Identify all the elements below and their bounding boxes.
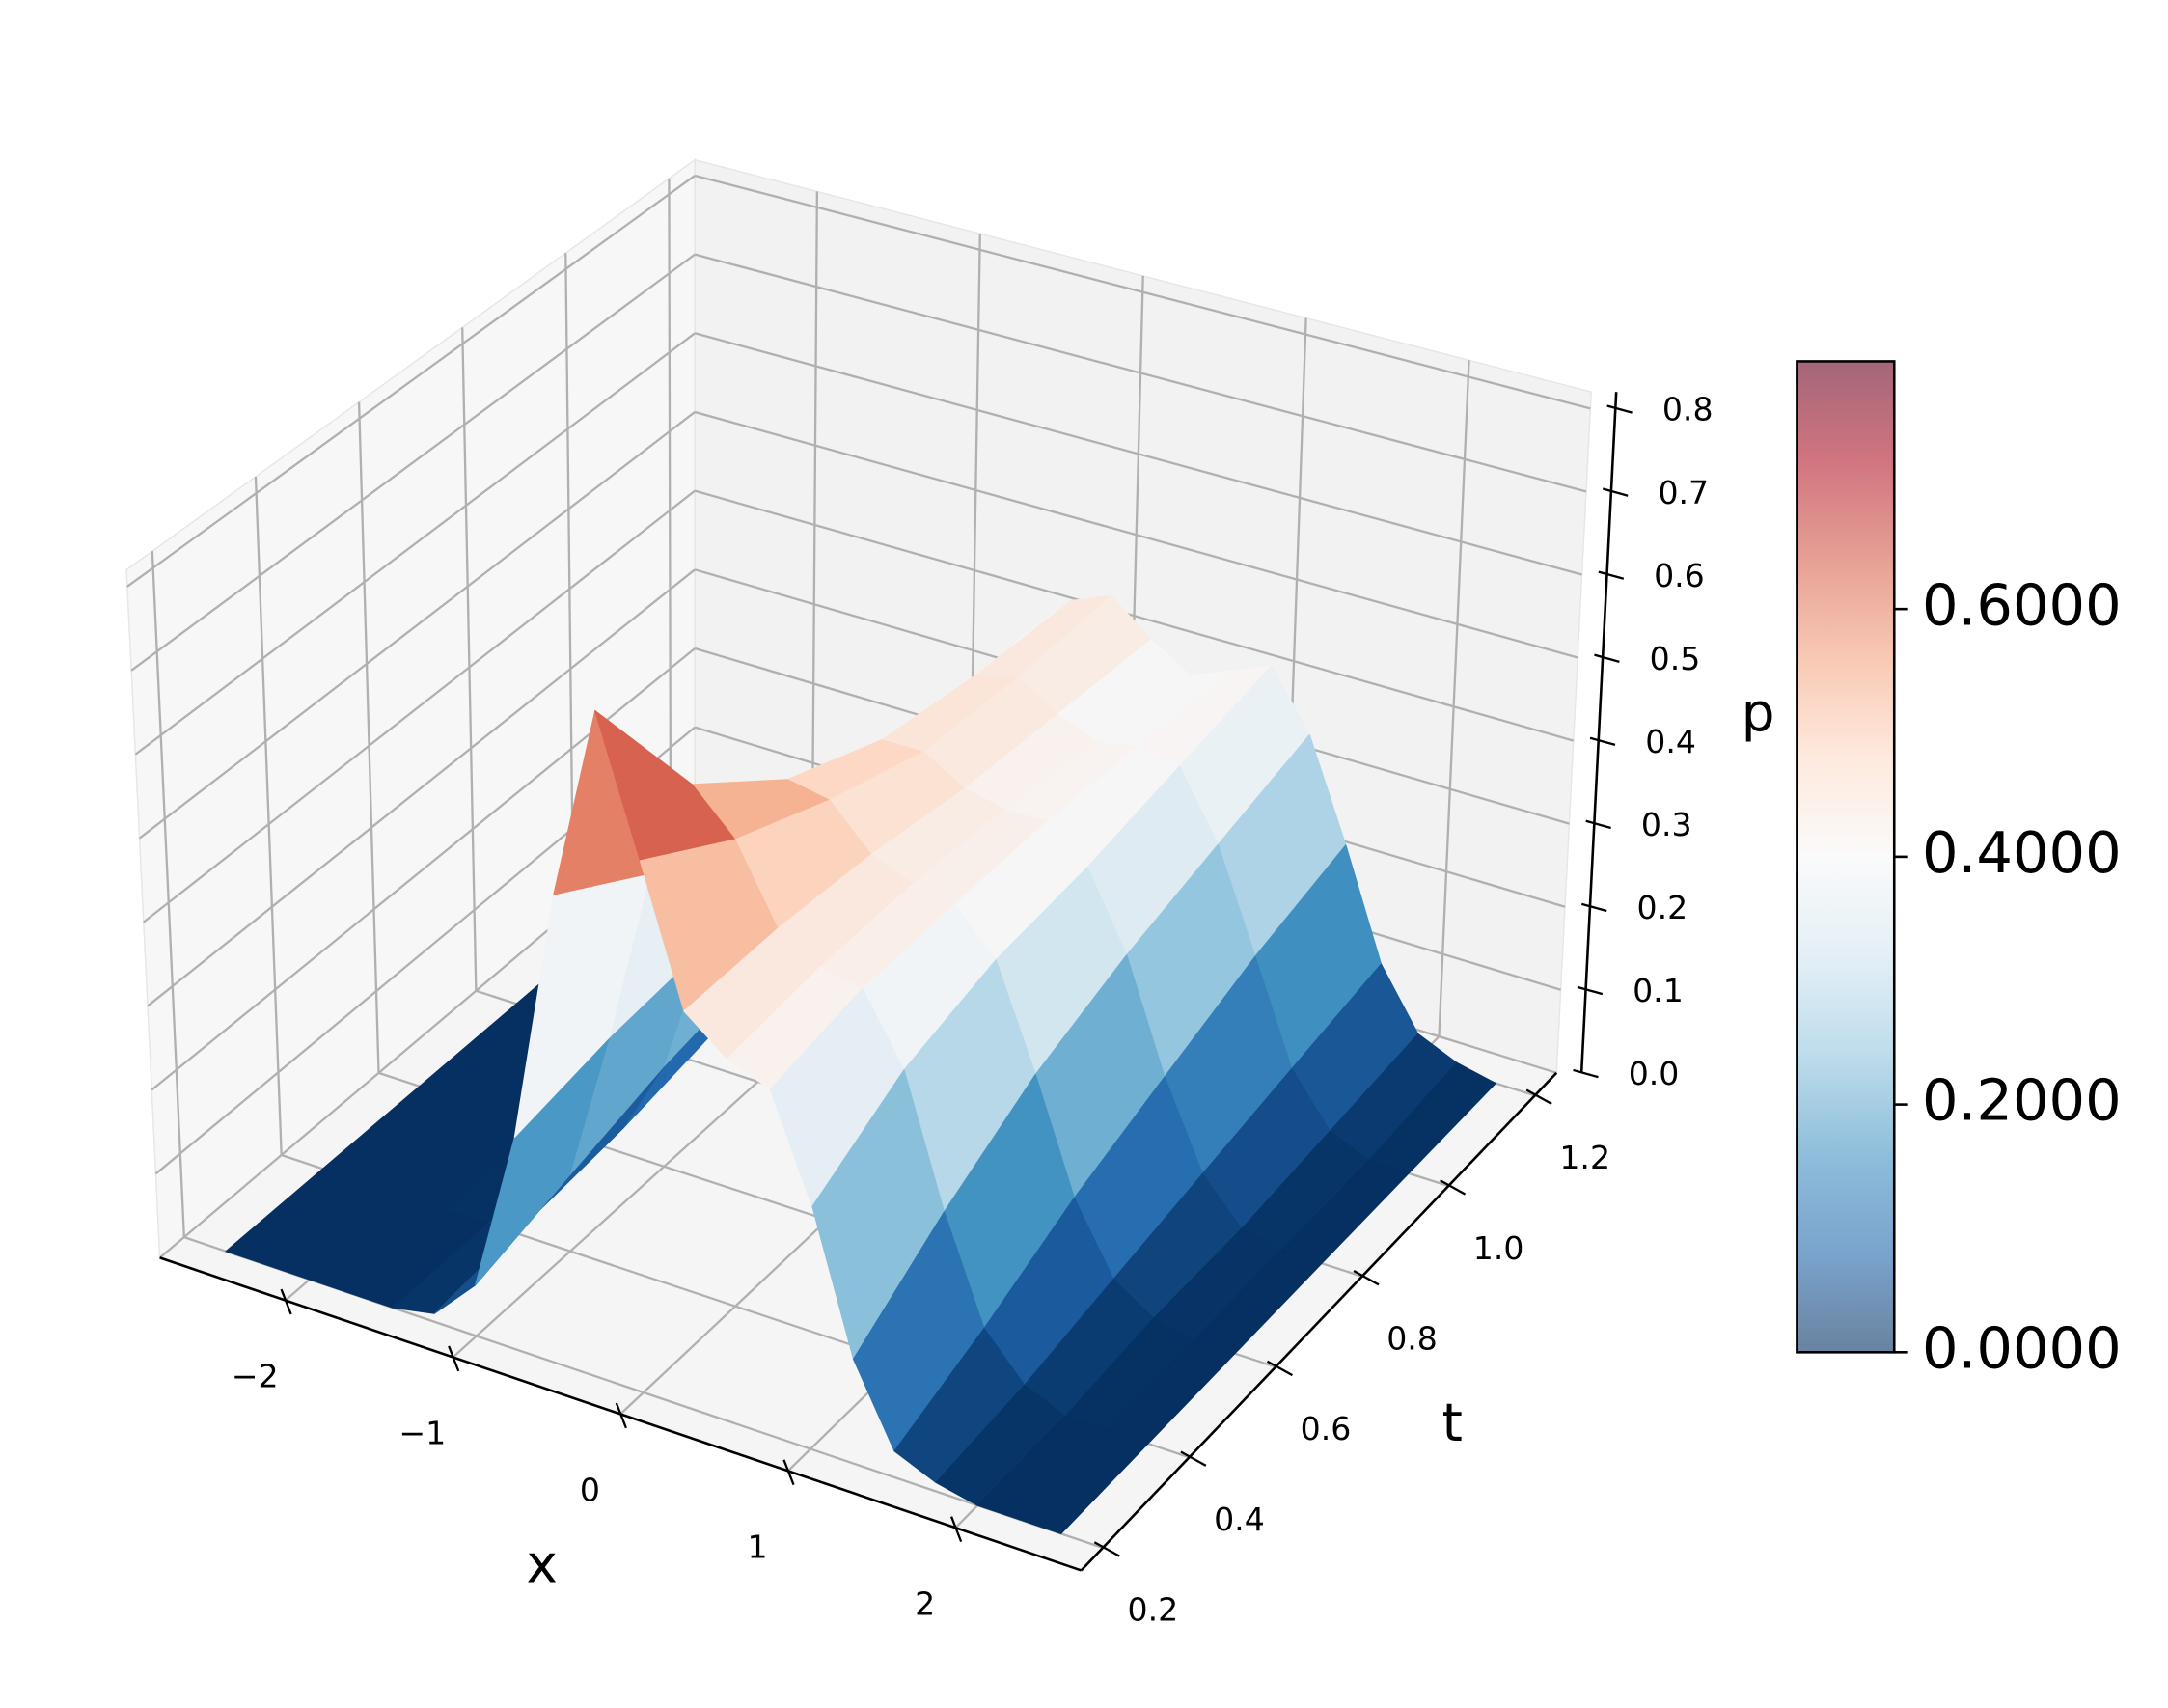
z-tick [1602,487,1629,497]
t-tick [1440,1179,1467,1196]
x-tick-label: 1 [748,1528,768,1565]
x-axis-label: x [527,1533,558,1595]
z-tick-label: 0.0 [1629,1055,1680,1092]
t-tick [1266,1360,1293,1377]
left-grid-line [357,401,380,1073]
colorbar [1796,360,1896,1354]
t-tick-label: 0.8 [1386,1320,1438,1358]
p-axis-label: p [1742,681,1775,743]
left-grid-line [134,332,696,756]
colorbar-tick-label: 0.4000 [1922,819,2122,886]
z-tick-label: 0.3 [1641,806,1692,843]
back-grid-line [694,253,1587,493]
left-grid-line [151,551,186,1238]
colorbar-tick-label: 0.6000 [1922,571,2122,638]
t-tick-label: 0.6 [1301,1410,1352,1447]
t-tick [1525,1088,1552,1105]
left-grid-line [254,476,283,1156]
surface-patch [1018,1429,1149,1534]
back-grid-line [1438,360,1470,1037]
z-tick [1585,819,1611,830]
left-grid-line [143,489,696,923]
x-tick [615,1402,627,1429]
t-tick-label: 0.4 [1214,1501,1265,1538]
back-grid-line [810,191,819,843]
z-tick [1594,653,1620,663]
x-tick [782,1459,795,1486]
t-axis-label: t [1441,1391,1462,1453]
t-tick [1353,1269,1380,1286]
z-tick [1598,570,1625,580]
t-tick [1180,1450,1207,1467]
z-tick-label: 0.1 [1633,972,1684,1009]
z-axis-line [1579,392,1618,1073]
t-tick-label: 1.0 [1473,1229,1524,1267]
left-grid-line [461,327,478,991]
left-grid-line [564,253,575,909]
back-grid-line [694,410,1578,659]
z-tick-label: 0.6 [1654,557,1705,594]
left-grid-line [147,568,696,1007]
x-tick [950,1516,963,1543]
z-tick-label: 0.5 [1650,640,1701,677]
x-tick-label: −2 [232,1358,279,1395]
back-grid-line [694,174,1591,410]
z-tick [1606,404,1633,414]
left-grid-line [126,175,696,588]
z-tick [1589,736,1616,747]
back-grid-line [694,489,1575,742]
left-grid-line [130,253,696,672]
t-tick-label: 1.2 [1559,1139,1610,1176]
x-tick-label: −1 [398,1415,446,1452]
x-tick [448,1345,460,1372]
x-tick-label: 0 [580,1472,600,1509]
z-tick-label: 0.2 [1637,889,1688,926]
z-tick [1573,1068,1599,1079]
x-tick [280,1288,292,1315]
z-tick-label: 0.8 [1662,391,1714,428]
colorbar-tick-label: 0.2000 [1922,1067,2122,1134]
back-grid-line [694,332,1582,576]
z-tick [1580,902,1607,913]
colorbar-tick-label: 0.0000 [1922,1314,2122,1381]
t-tick-label: 0.2 [1128,1591,1179,1629]
z-tick-label: 0.7 [1658,474,1709,511]
left-grid-line [138,411,696,840]
x-tick-label: 2 [915,1584,935,1622]
t-axis-line [1080,1071,1558,1572]
t-tick [1093,1541,1120,1557]
left-grid-line [668,178,672,827]
z-tick-label: 0.4 [1645,723,1696,760]
z-tick [1577,985,1604,996]
